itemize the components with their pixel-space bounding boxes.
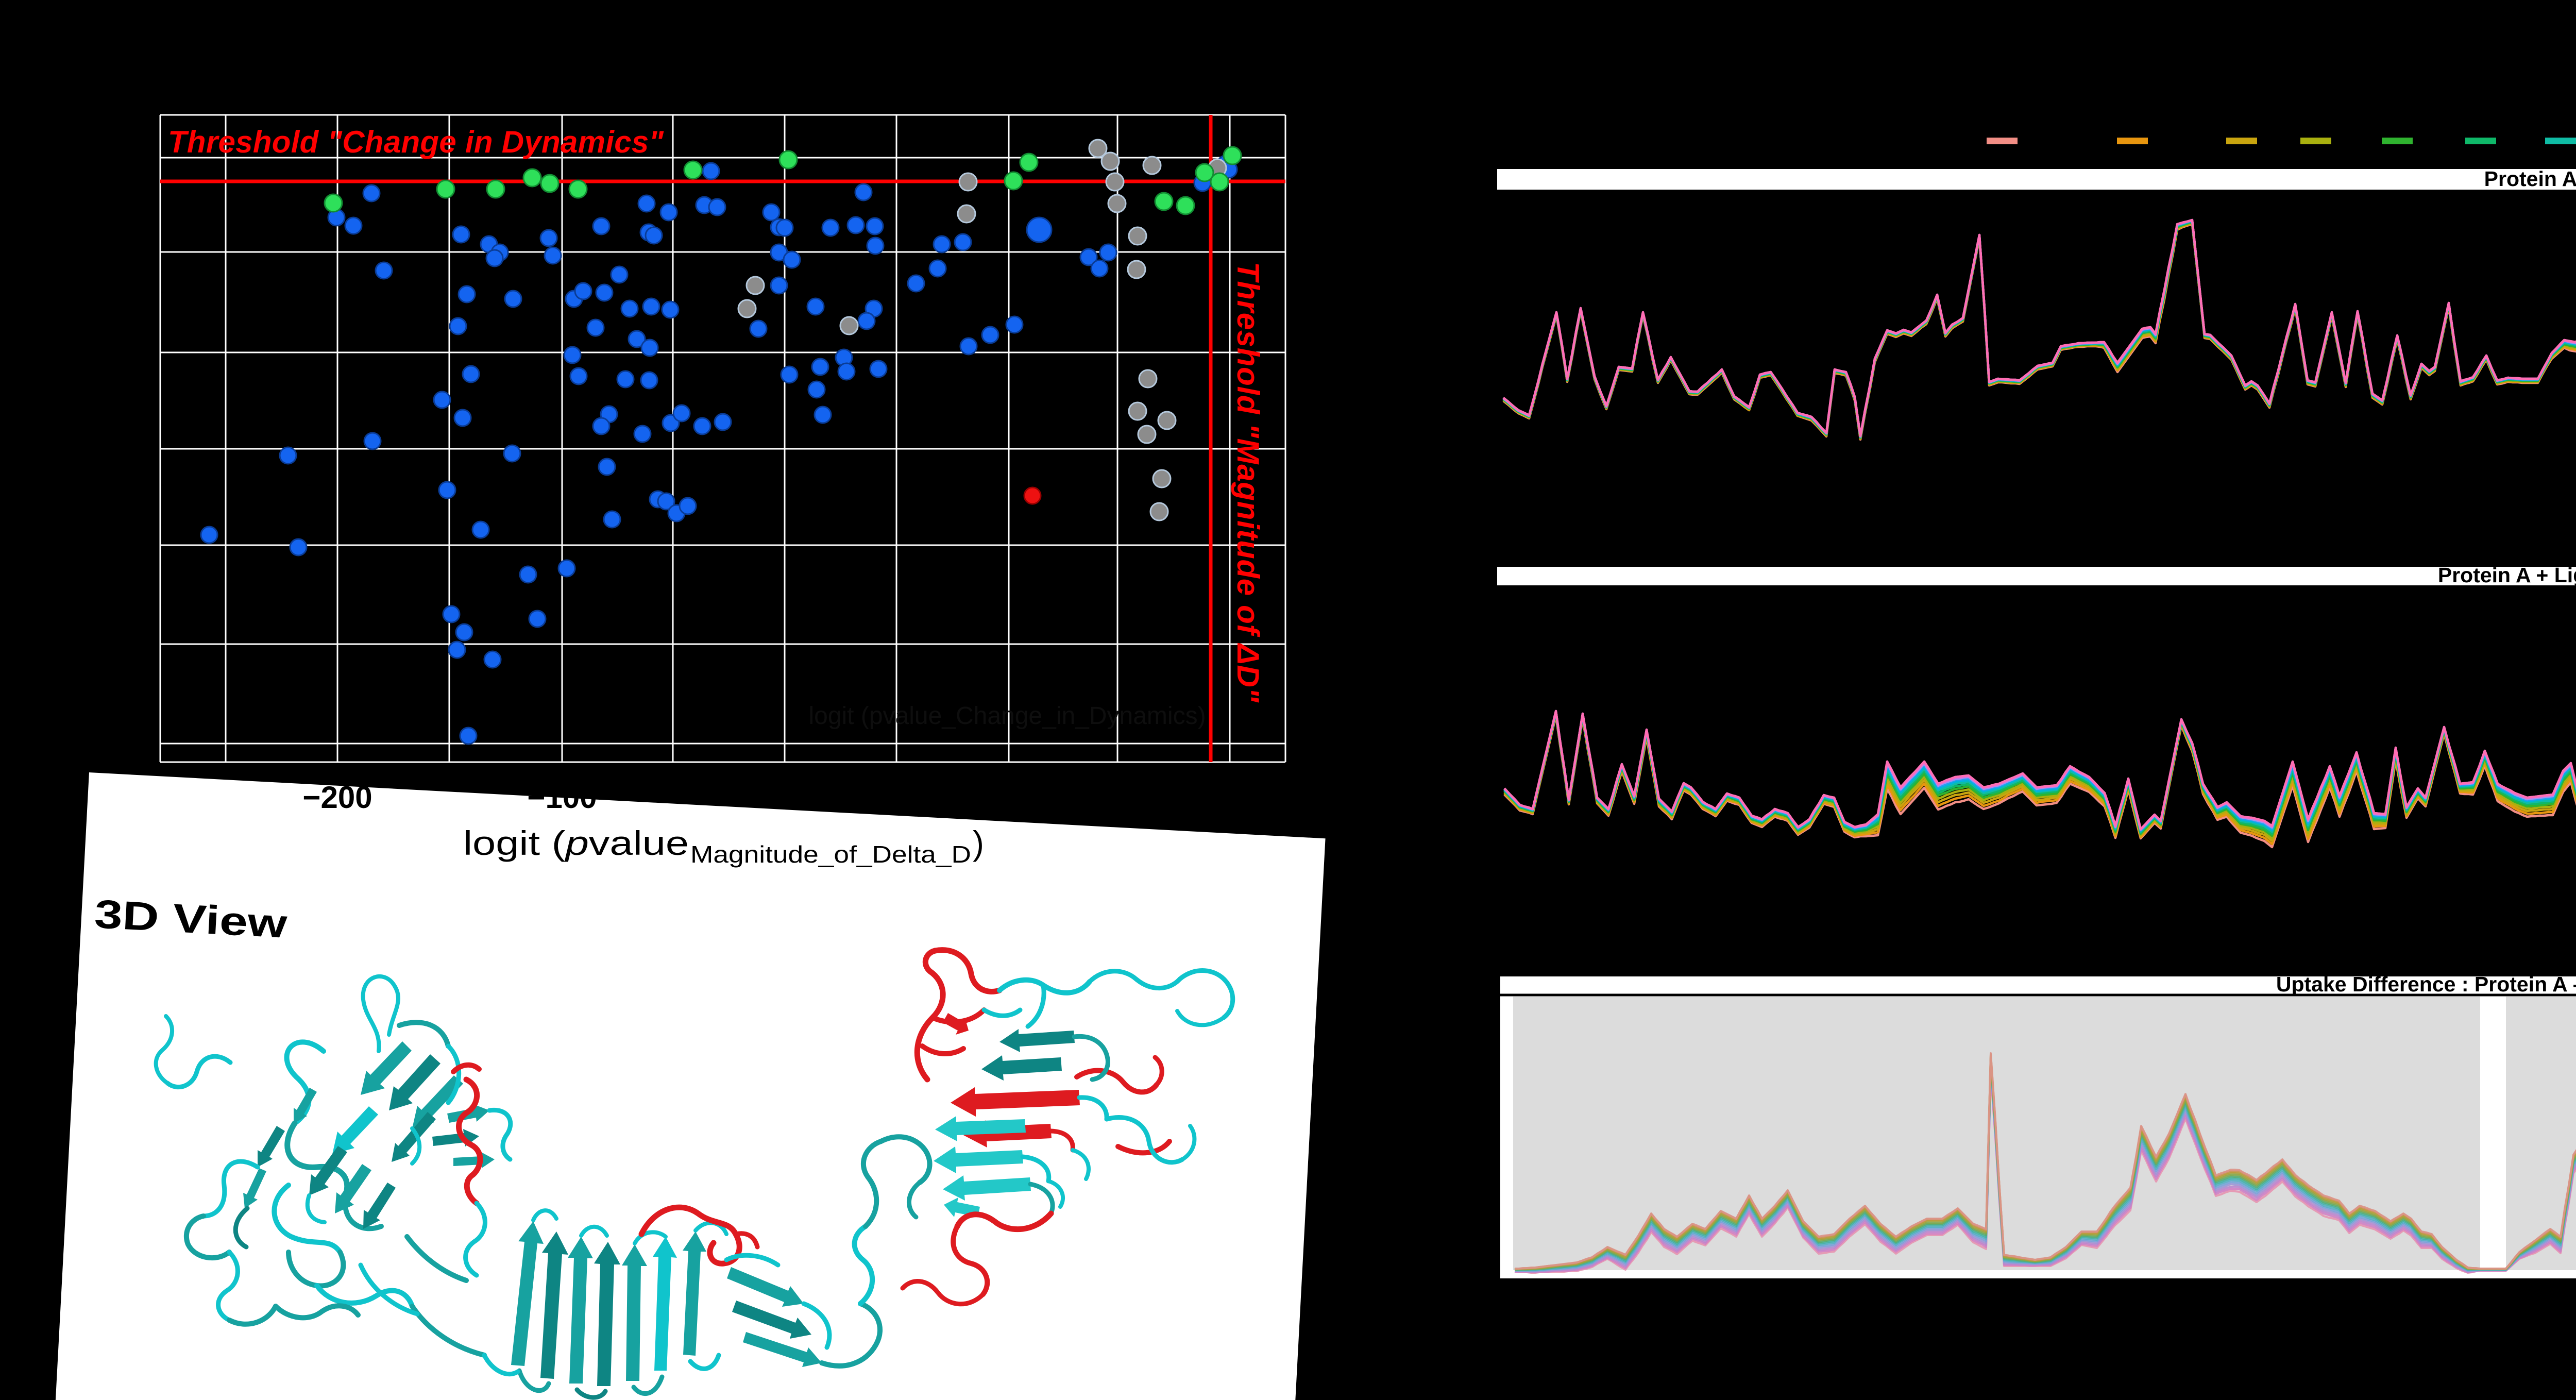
svg-text:Uptake Difference : Protein A: Uptake Difference : Protein A - (Protein… [2276, 972, 2576, 996]
svg-text:Protein A + Ligand: Protein A + Ligand [2438, 563, 2576, 587]
svg-text:−200: −200 [302, 780, 372, 815]
svg-text:−100: −100 [527, 780, 597, 815]
svg-text:Threshold "Change in Dynamics": Threshold "Change in Dynamics" [168, 125, 665, 159]
svg-text:): ) [973, 824, 984, 862]
svg-text:logit (pvalue_Change_in_Dynami: logit (pvalue_Change_in_Dynamics) [808, 702, 1206, 730]
svg-text:Threshold "Magnitude of ΔD": Threshold "Magnitude of ΔD" [1231, 262, 1265, 703]
svg-text:Magnitude_of_Delta_D: Magnitude_of_Delta_D [690, 841, 971, 868]
svg-text:Protein A: Protein A [2484, 167, 2576, 191]
svg-text:3D View: 3D View [93, 891, 289, 947]
svg-text:logit (pvalue: logit (p value [463, 824, 689, 862]
